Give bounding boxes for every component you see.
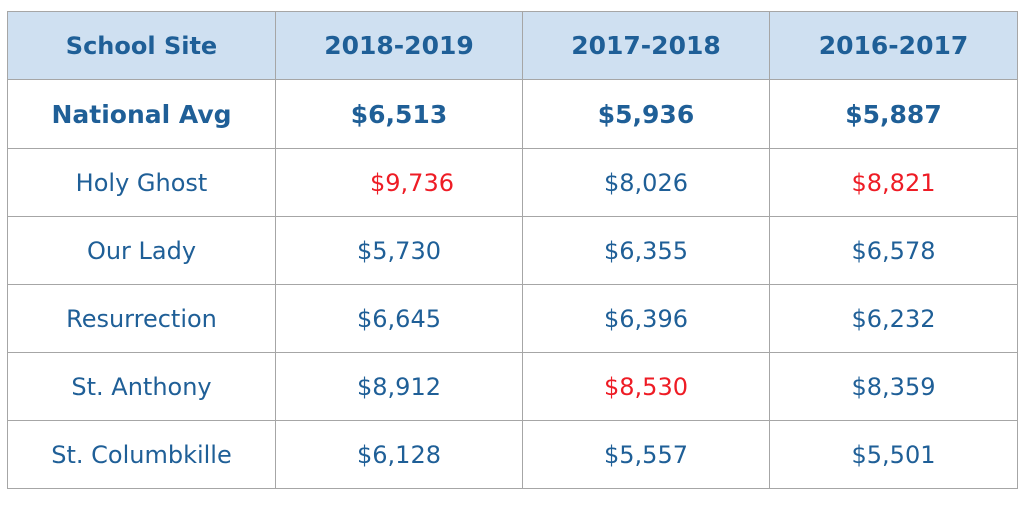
st-columbkille-2017-2018: $5,557 [522, 420, 770, 489]
table-row-holy-ghost: Holy Ghost $9,736 $8,026 $8,821 [7, 148, 1018, 217]
site-resurrection: Resurrection [7, 284, 276, 353]
holy-ghost-2016-2017: $8,821 [769, 148, 1018, 217]
our-lady-2018-2019: $5,730 [275, 216, 523, 285]
resurrection-2018-2019: $6,645 [275, 284, 523, 353]
header-school-site: School Site [7, 11, 276, 80]
our-lady-2016-2017: $6,578 [769, 216, 1018, 285]
holy-ghost-2017-2018: $8,026 [522, 148, 770, 217]
site-national-avg: National Avg [7, 79, 276, 149]
header-2018-2019: 2018-2019 [275, 11, 523, 80]
resurrection-2016-2017: $6,232 [769, 284, 1018, 353]
site-our-lady: Our Lady [7, 216, 276, 285]
site-st-columbkille: St. Columbkille [7, 420, 276, 489]
holy-ghost-2018-2019: $9,736 [275, 148, 523, 217]
st-anthony-2016-2017: $8,359 [769, 352, 1018, 421]
resurrection-2017-2018: $6,396 [522, 284, 770, 353]
header-2016-2017: 2016-2017 [769, 11, 1018, 80]
table-row-st-anthony: St. Anthony $8,912 $8,530 $8,359 [7, 352, 1018, 421]
national-avg-2016-2017: $5,887 [769, 79, 1018, 149]
st-columbkille-2016-2017: $5,501 [769, 420, 1018, 489]
table-row-resurrection: Resurrection $6,645 $6,396 $6,232 [7, 284, 1018, 353]
site-holy-ghost: Holy Ghost [7, 148, 276, 217]
cost-per-pupil-table: School Site 2018-2019 2017-2018 2016-201… [7, 11, 1018, 489]
st-anthony-2017-2018: $8,530 [522, 352, 770, 421]
national-avg-2018-2019: $6,513 [275, 79, 523, 149]
header-2017-2018: 2017-2018 [522, 11, 770, 80]
table-row-st-columbkille: St. Columbkille $6,128 $5,557 $5,501 [7, 420, 1018, 489]
st-anthony-2018-2019: $8,912 [275, 352, 523, 421]
header-row: School Site 2018-2019 2017-2018 2016-201… [7, 11, 1018, 80]
national-avg-row: National Avg $6,513 $5,936 $5,887 [7, 79, 1018, 149]
st-columbkille-2018-2019: $6,128 [275, 420, 523, 489]
national-avg-2017-2018: $5,936 [522, 79, 770, 149]
our-lady-2017-2018: $6,355 [522, 216, 770, 285]
table-row-our-lady: Our Lady $5,730 $6,355 $6,578 [7, 216, 1018, 285]
cost-table-container: School Site 2018-2019 2017-2018 2016-201… [7, 11, 1018, 489]
site-st-anthony: St. Anthony [7, 352, 276, 421]
